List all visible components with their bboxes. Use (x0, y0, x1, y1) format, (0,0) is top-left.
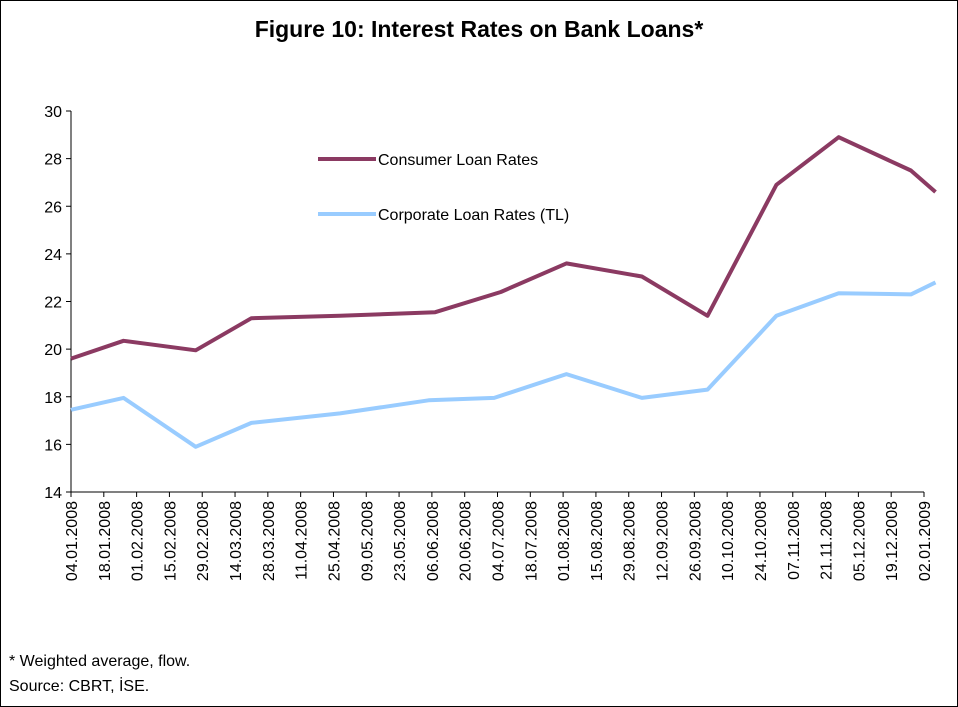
y-tick-label: 20 (44, 342, 62, 359)
x-tick-label: 07.11.2008 (786, 501, 803, 580)
x-tick-label: 23.05.2008 (392, 501, 409, 581)
legend-label-2: Corporate Loan Rates (TL) (378, 207, 569, 224)
x-tick-label: 05.12.2008 (851, 501, 868, 581)
x-tick-label: 29.02.2008 (195, 501, 212, 581)
x-tick-label: 10.10.2008 (720, 501, 737, 581)
y-tick-label: 24 (44, 247, 62, 264)
y-tick-label: 28 (44, 152, 62, 169)
series-line-2 (70, 280, 937, 449)
x-axis-ticks: 04.01.2008 18.01.2008 01.02.2008 15.02.2008… (64, 492, 934, 581)
y-tick-label: 22 (44, 295, 62, 312)
y-axis-ticks: 14 16 18 20 22 24 26 28 30 (44, 104, 71, 502)
x-tick-label: 24.10.2008 (753, 501, 770, 581)
x-tick-label: 28.03.2008 (261, 501, 278, 581)
series-layer (70, 135, 937, 449)
y-tick-label: 16 (44, 437, 62, 454)
x-tick-label: 11.04.2008 (294, 501, 311, 580)
x-tick-label: 12.09.2008 (655, 501, 672, 581)
y-tick-label: 26 (44, 199, 62, 216)
x-tick-label: 18.01.2008 (97, 501, 114, 581)
x-tick-label: 26.09.2008 (687, 501, 704, 581)
x-tick-label: 21.11.2008 (819, 501, 836, 580)
x-tick-label: 29.08.2008 (622, 501, 639, 581)
legend: Consumer Loan Rates Corporate Loan Rates … (318, 152, 569, 224)
source-note: Source: CBRT, İSE. (9, 678, 150, 695)
x-tick-label: 04.07.2008 (491, 501, 508, 581)
x-tick-label: 20.06.2008 (458, 501, 475, 581)
series-line-1 (70, 135, 937, 361)
x-tick-label: 06.06.2008 (425, 501, 442, 581)
legend-label-1: Consumer Loan Rates (378, 152, 538, 169)
x-tick-label: 18.07.2008 (523, 501, 540, 581)
x-tick-label: 15.08.2008 (589, 501, 606, 581)
chart-title: Figure 10: Interest Rates on Bank Loans* (254, 16, 704, 42)
y-tick-label: 18 (44, 390, 62, 407)
x-tick-label: 25.04.2008 (326, 501, 343, 581)
x-tick-label: 14.03.2008 (228, 501, 245, 581)
x-tick-label: 09.05.2008 (359, 501, 376, 581)
x-tick-label: 01.02.2008 (130, 501, 147, 581)
y-tick-label: 30 (44, 104, 62, 121)
y-tick-label: 14 (44, 485, 62, 502)
x-tick-label: 02.01.2009 (917, 501, 934, 581)
footnote: * Weighted average, flow. (9, 653, 191, 670)
x-tick-label: 01.08.2008 (556, 501, 573, 581)
x-tick-label: 04.01.2008 (64, 501, 81, 581)
x-tick-label: 19.12.2008 (884, 501, 901, 581)
x-tick-label: 15.02.2008 (162, 501, 179, 581)
